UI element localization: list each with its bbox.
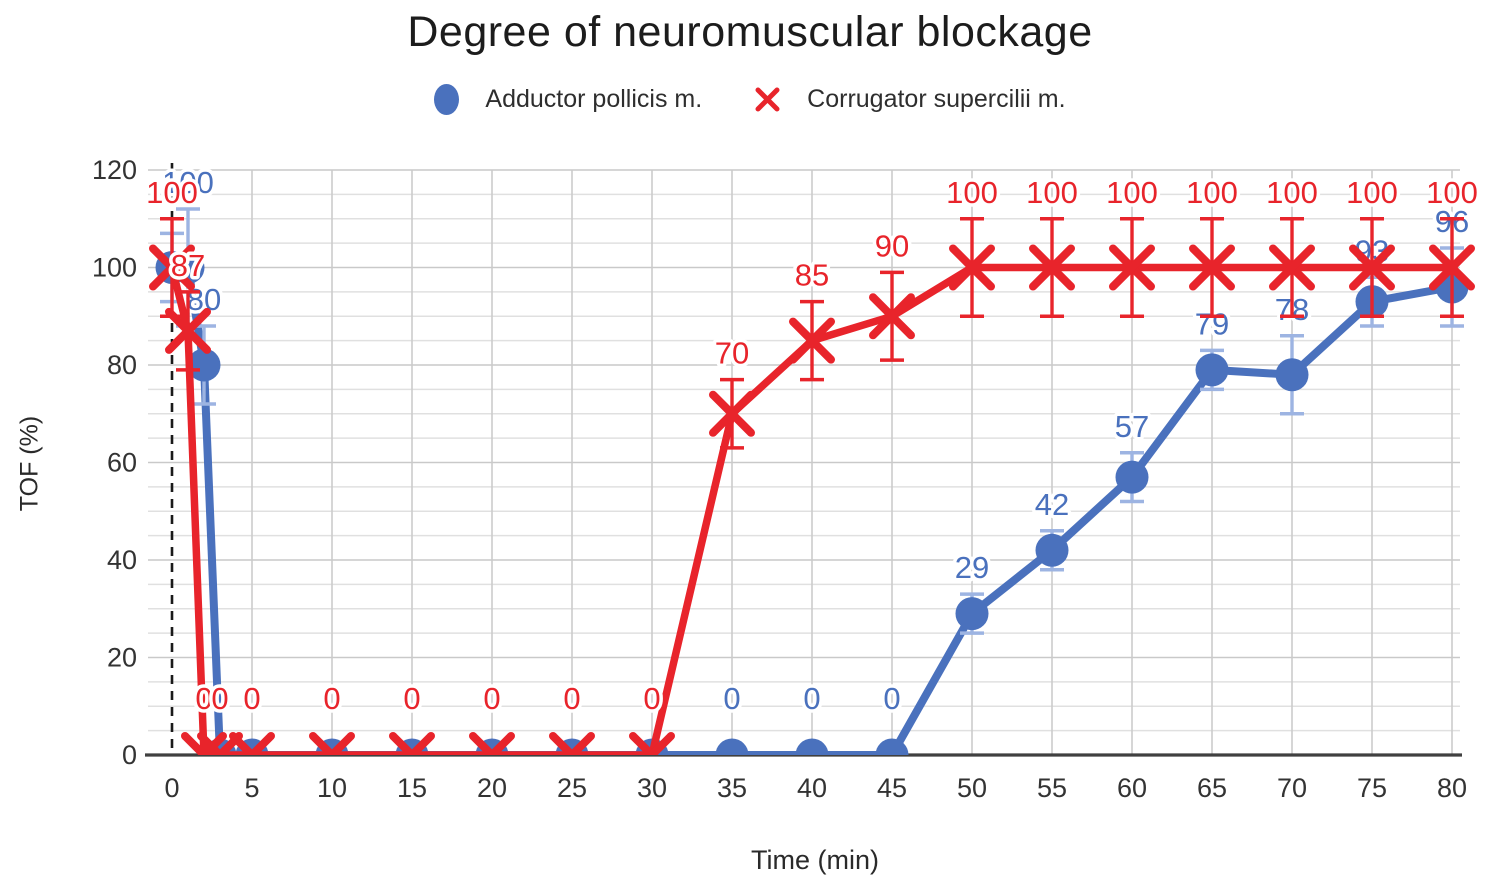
data-point-label: 100 xyxy=(1346,175,1398,210)
data-point-label: 0 xyxy=(243,681,260,716)
data-point-label: 100 xyxy=(1026,175,1078,210)
data-point-label: 100 xyxy=(146,175,198,210)
data-point-label: 0 xyxy=(563,681,580,716)
data-point-marker xyxy=(1115,460,1149,494)
data-point-marker xyxy=(309,732,355,755)
gridlines xyxy=(148,169,1460,755)
data-point-label: 0 xyxy=(403,681,420,716)
x-tick-label: 40 xyxy=(797,773,827,803)
legend-item-corrugator: Corrugator supercilii m. xyxy=(754,85,1066,114)
y-tick-label: 100 xyxy=(92,253,137,283)
data-point-label: 0 xyxy=(803,681,820,716)
data-point-label: 29 xyxy=(955,550,989,585)
x-tick-label: 65 xyxy=(1197,773,1227,803)
data-point-label: 100 xyxy=(1186,175,1238,210)
data-point-marker xyxy=(1429,244,1475,291)
data-point-marker xyxy=(165,307,211,354)
data-point-marker xyxy=(389,732,435,755)
data-point-marker xyxy=(715,738,749,755)
data-point-marker xyxy=(229,732,275,755)
data-point-label: 100 xyxy=(1266,175,1318,210)
x-tick-label: 55 xyxy=(1037,773,1067,803)
data-point-marker xyxy=(1029,244,1075,291)
data-point-marker xyxy=(1035,533,1069,567)
data-point-marker xyxy=(955,597,989,631)
data-point-label: 42 xyxy=(1035,487,1069,522)
x-tick-label: 75 xyxy=(1357,773,1387,803)
x-tick-label: 15 xyxy=(397,773,427,803)
data-point-marker xyxy=(469,732,515,755)
data-point-marker xyxy=(549,732,595,755)
data-point-marker xyxy=(949,244,995,291)
tick-labels: 0 20 40 60 80 100 120 0 5 10 15 20 25 30 35 40 45 50 55 60 6… xyxy=(92,155,1467,803)
x-tick-label: 50 xyxy=(957,773,987,803)
data-point-marker xyxy=(869,293,915,340)
data-point-marker xyxy=(149,244,195,291)
data-point-marker xyxy=(709,390,755,437)
data-point-label: 85 xyxy=(795,258,829,293)
data-point-label: 100 xyxy=(1426,175,1478,210)
x-tick-label: 0 xyxy=(164,773,179,803)
data-point-marker xyxy=(1195,353,1229,387)
data-point-label: 87 xyxy=(171,248,205,283)
x-tick-label: 70 xyxy=(1277,773,1307,803)
data-point-label: 100 xyxy=(946,175,998,210)
data-point-label: 57 xyxy=(1115,409,1149,444)
data-point-marker xyxy=(629,732,675,755)
x-tick-label: 45 xyxy=(877,773,907,803)
y-tick-label: 80 xyxy=(107,350,137,380)
data-point-label: 0 xyxy=(723,681,740,716)
data-point-marker xyxy=(197,732,243,755)
x-tick-label: 25 xyxy=(557,773,587,803)
legend-item-label: Adductor pollicis m. xyxy=(485,85,703,113)
data-point-marker xyxy=(795,738,829,755)
data-point-marker xyxy=(1275,358,1309,392)
legend-item-label: Corrugator supercilii m. xyxy=(807,85,1066,113)
y-tick-label: 120 xyxy=(92,155,137,185)
data-point-marker xyxy=(1269,244,1315,291)
corrugator-legend-x-icon xyxy=(754,86,781,113)
x-tick-label: 35 xyxy=(717,773,747,803)
series-line xyxy=(172,263,1453,755)
y-tick-label: 40 xyxy=(107,545,137,575)
data-point-marker xyxy=(187,348,221,382)
data-point-marker xyxy=(875,738,909,755)
data-point-label: 100 xyxy=(1106,175,1158,210)
x-tick-label: 80 xyxy=(1437,773,1467,803)
x-tick-label: 20 xyxy=(477,773,507,803)
data-point-marker xyxy=(1109,244,1155,291)
data-point-marker xyxy=(1349,244,1395,291)
y-tick-label: 20 xyxy=(107,643,137,673)
data-point-label: 0 xyxy=(195,681,212,716)
data-point-label: 0 xyxy=(483,681,500,716)
data-point-label: 0 xyxy=(323,681,340,716)
x-tick-label: 30 xyxy=(637,773,667,803)
adductor-legend-circle-icon xyxy=(434,84,460,115)
y-tick-label: 0 xyxy=(122,740,137,770)
data-point-marker xyxy=(181,732,227,755)
data-point-marker xyxy=(789,317,835,364)
x-tick-label: 60 xyxy=(1117,773,1147,803)
data-point-label: 0 xyxy=(211,681,228,716)
series-line xyxy=(168,263,1452,755)
data-point-label: 90 xyxy=(875,228,909,263)
x-tick-label: 10 xyxy=(317,773,347,803)
x-tick-label: 5 xyxy=(244,773,259,803)
y-tick-label: 60 xyxy=(107,448,137,478)
data-point-label: 70 xyxy=(715,336,749,371)
legend: Adductor pollicis m. Corrugator supercil… xyxy=(0,84,1500,115)
chart-title: Degree of neuromuscular blockage xyxy=(407,8,1093,56)
data-point-label: 100 xyxy=(162,165,214,200)
legend-item-adductor: Adductor pollicis m. xyxy=(434,84,702,115)
data-point-label: 0 xyxy=(643,681,660,716)
x-axis-title: Time (min) xyxy=(751,845,879,875)
data-point-label: 0 xyxy=(883,681,900,716)
data-point-marker xyxy=(1189,244,1235,291)
